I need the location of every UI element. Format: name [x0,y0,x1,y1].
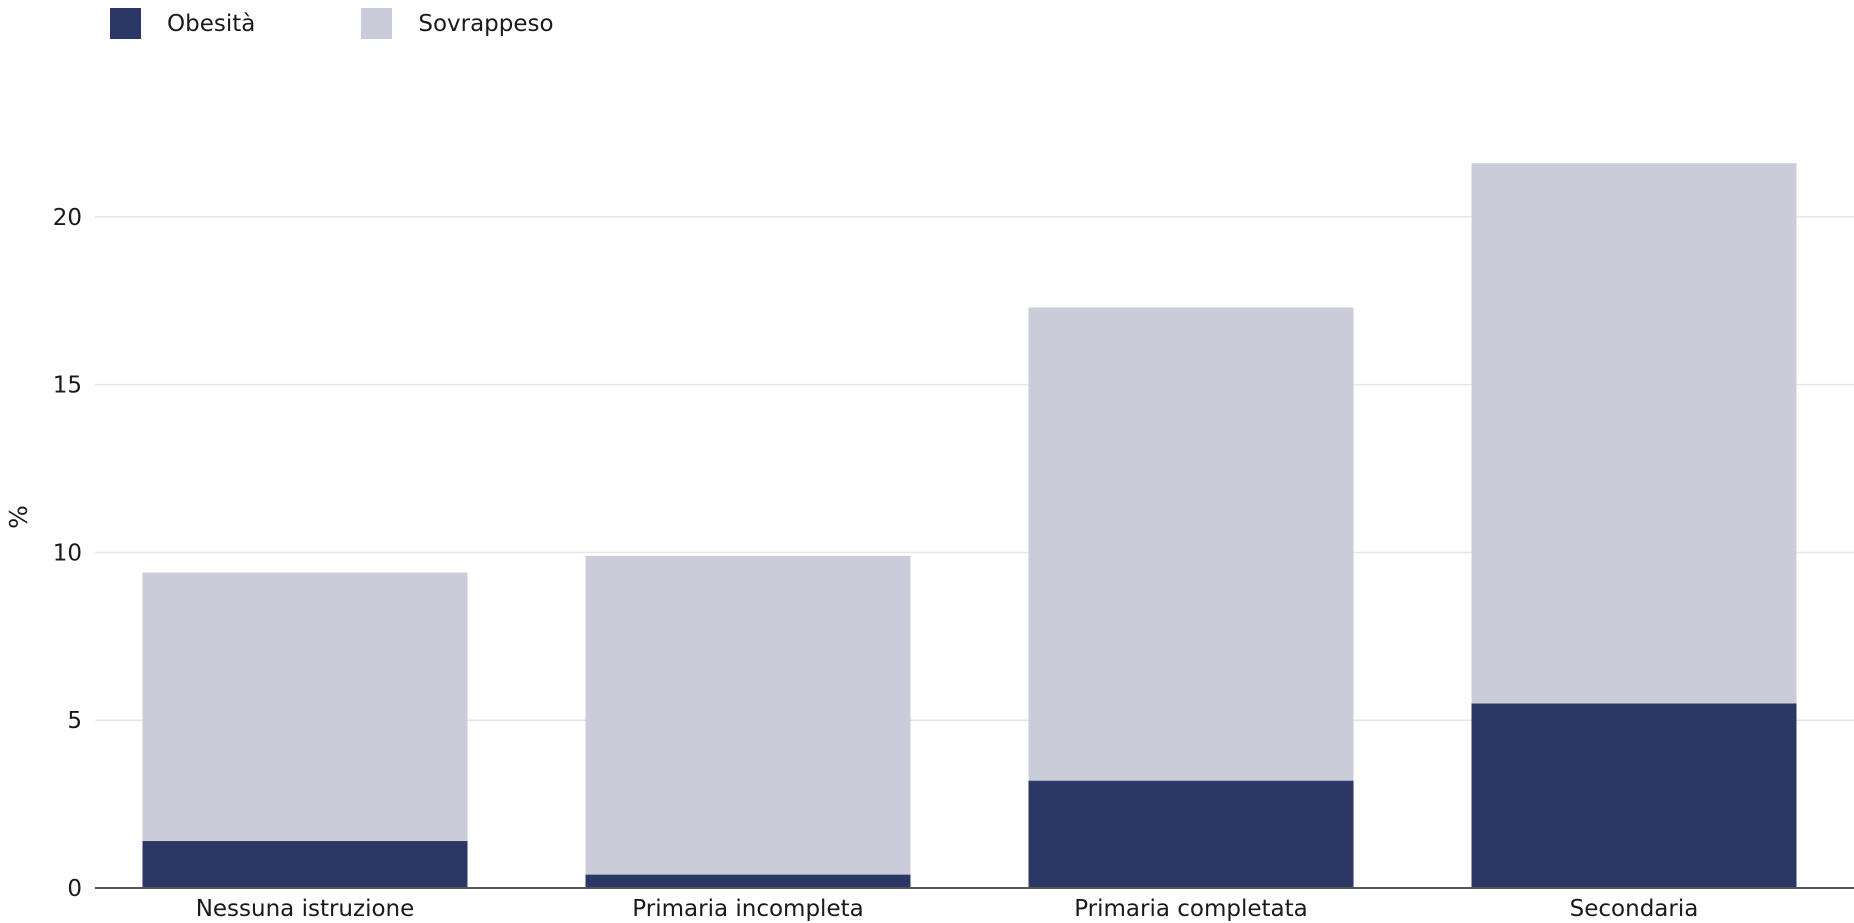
legend-swatch-obesita [110,8,141,39]
y-axis-label: % [4,505,33,529]
bar-sovrappeso [1028,307,1354,781]
legend-label-obesita: Obesità [167,10,256,37]
legend-item-sovrappeso: Sovrappeso [361,8,554,39]
y-tick-label: 0 [67,876,82,902]
bar-obesita [585,874,911,888]
y-axis-ticks: 0 5 10 15 20 [53,205,82,902]
bar-obesita [142,841,468,888]
bar-sovrappeso [1471,163,1797,704]
legend-label-sovrappeso: Sovrappeso [418,10,554,37]
x-axis-ticks: Nessuna istruzione Primaria incompleta Pri… [196,896,1699,922]
y-tick-label: 5 [67,708,82,734]
x-tick-label: Nessuna istruzione [196,896,415,922]
x-tick-label: Secondaria [1570,896,1699,922]
bar-sovrappeso [142,572,468,842]
legend-swatch-sovrappeso [361,8,393,39]
legend: Obesità Sovrappeso [110,8,660,39]
x-tick-label: Primaria incompleta [632,896,863,922]
y-tick-label: 10 [53,540,82,566]
bar-obesita [1471,703,1797,888]
bar-sovrappeso [585,555,911,875]
legend-item-obesita: Obesità [110,8,255,39]
y-tick-label: 15 [53,373,82,399]
bars [142,163,1797,888]
x-tick-label: Primaria completata [1074,896,1308,922]
y-tick-label: 20 [53,205,82,231]
bar-obesita [1028,780,1354,888]
